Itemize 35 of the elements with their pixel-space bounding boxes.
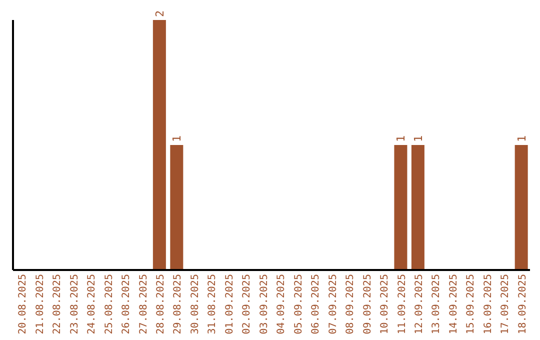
x-tick-label: 23.08.2025 [69,274,80,334]
x-tick-label: 14.09.2025 [448,274,460,334]
data-label: 1 [412,135,425,142]
x-tick-label: 06.09.2025 [310,274,322,334]
x-tick-label: 29.08.2025 [172,274,184,334]
x-tick-label: 17.09.2025 [500,274,512,334]
x-tick-label: 26.08.2025 [121,274,132,334]
x-tick-label: 24.08.2025 [86,274,98,334]
x-tick-label: 20.08.2025 [18,274,29,334]
x-tick-label: 03.09.2025 [258,274,270,334]
x-tick-label: 18.09.2025 [517,274,528,334]
x-tick-label: 30.08.2025 [190,274,201,334]
x-tick-label: 22.08.2025 [52,274,64,334]
x-tick-label: 09.09.2025 [362,274,374,334]
x-tick-label: 27.08.2025 [138,274,150,334]
x-tick-label: 07.09.2025 [328,274,339,334]
x-tick-label: 16.09.2025 [482,274,494,334]
x-tick-label: 11.09.2025 [396,274,408,334]
data-label: 1 [515,135,528,142]
x-tick-label: 28.08.2025 [155,274,166,334]
x-tick-label: 10.09.2025 [380,274,391,334]
x-tick-label: 13.09.2025 [431,274,442,334]
x-tick-label: 15.09.2025 [466,274,477,334]
data-label: 1 [394,135,408,142]
x-tick-label: 02.09.2025 [242,274,253,334]
x-tick-label: 01.09.2025 [224,274,236,334]
x-tick-label: 25.08.2025 [104,274,115,334]
x-tick-label: 05.09.2025 [293,274,304,334]
x-tick-label: 21.08.2025 [34,274,46,334]
data-label: 1 [170,135,184,142]
x-tick-label: 08.09.2025 [345,274,356,334]
x-tick-label: 04.09.2025 [276,274,288,334]
x-tick-label: 31.08.2025 [207,274,218,334]
data-label: 2 [153,10,166,17]
x-tick-label: 12.09.2025 [414,274,425,334]
